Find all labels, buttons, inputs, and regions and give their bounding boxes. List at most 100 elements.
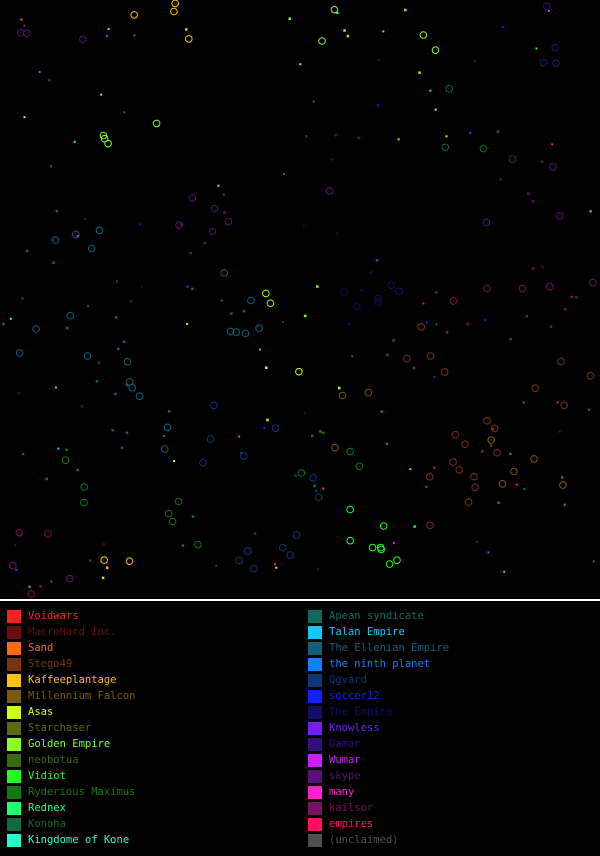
planet-marker <box>51 236 60 244</box>
planet-marker <box>393 556 401 565</box>
planet-marker <box>255 324 263 333</box>
planet-marker <box>66 311 74 320</box>
star-marker <box>45 477 48 481</box>
planet-marker <box>170 7 178 16</box>
star-marker <box>130 300 133 303</box>
planet-marker <box>271 424 280 433</box>
legend-swatch <box>7 769 21 783</box>
star-marker <box>501 25 504 28</box>
star-marker <box>203 241 206 245</box>
star-marker <box>57 447 60 450</box>
star-marker <box>527 192 530 195</box>
legend-swatch <box>308 785 322 799</box>
star-marker <box>139 223 142 226</box>
star-marker <box>87 305 90 308</box>
star-marker <box>115 280 118 283</box>
star-marker <box>111 428 114 432</box>
star-marker <box>14 544 17 547</box>
planet-marker <box>314 493 323 502</box>
planet-marker <box>232 328 241 336</box>
star-marker <box>23 24 26 27</box>
planet-marker <box>586 371 595 380</box>
star-marker <box>541 265 544 268</box>
star-marker <box>302 224 305 227</box>
legend-swatch <box>7 705 21 719</box>
star-marker <box>305 135 308 138</box>
star-marker <box>476 541 479 544</box>
planet-marker <box>353 302 361 311</box>
planet-marker <box>128 384 136 392</box>
star-marker <box>223 211 226 214</box>
star-marker <box>322 431 325 435</box>
star-marker <box>180 223 184 226</box>
star-marker <box>283 173 285 176</box>
legend-swatch <box>7 737 21 751</box>
planet-marker <box>262 289 270 298</box>
legend-swatch <box>308 833 322 847</box>
planet-marker <box>464 498 473 506</box>
planet-marker <box>72 230 80 239</box>
planet-marker <box>61 456 70 465</box>
planet-marker <box>557 357 565 366</box>
star-marker <box>186 285 189 288</box>
star-marker <box>445 135 448 138</box>
star-marker <box>314 489 318 493</box>
planet-marker <box>340 288 349 296</box>
planet-marker <box>247 296 255 305</box>
legend-label: soccer12 <box>329 690 380 702</box>
planet-marker <box>224 217 233 226</box>
star-marker <box>382 410 385 413</box>
star-marker <box>114 392 117 396</box>
star-marker <box>17 392 20 395</box>
planet-marker <box>15 349 24 357</box>
star-marker <box>434 108 437 111</box>
star-marker <box>575 296 578 299</box>
planet-marker <box>387 281 395 290</box>
star-marker <box>95 380 99 383</box>
star-marker <box>547 10 550 12</box>
star-marker <box>392 339 395 342</box>
planet-marker <box>560 401 568 410</box>
planet-marker <box>441 143 450 152</box>
planet-marker <box>552 59 560 68</box>
planet-marker <box>100 134 109 143</box>
star-marker <box>15 568 18 571</box>
planet-marker <box>479 144 488 153</box>
star-marker <box>549 325 553 328</box>
planet-marker <box>266 299 275 308</box>
star-marker <box>496 130 500 133</box>
star-marker <box>163 435 166 437</box>
star-marker <box>380 410 383 413</box>
star-marker <box>385 442 389 446</box>
star-marker <box>331 158 334 161</box>
planet-marker <box>376 543 385 552</box>
legend-swatch <box>7 753 21 767</box>
legend-label: Talan Empire <box>329 626 405 638</box>
planet-marker <box>426 352 435 360</box>
planet-marker <box>374 294 383 303</box>
star-marker <box>101 576 105 580</box>
star-marker <box>522 401 525 404</box>
legend-swatch <box>308 657 322 671</box>
star-marker <box>503 570 506 573</box>
planet-marker <box>168 517 177 526</box>
star-marker <box>275 566 278 569</box>
planet-marker <box>449 297 458 305</box>
legend-column-left: Voidwars MacroHard Inc. Sand Stego49 Kaf… <box>7 608 135 848</box>
planet-marker <box>23 29 31 38</box>
planet-marker <box>100 556 108 564</box>
planet-marker <box>385 560 394 568</box>
legend-label: Stego49 <box>28 658 73 670</box>
star-marker <box>497 501 500 504</box>
planet-marker <box>395 287 404 296</box>
star-marker <box>186 322 189 325</box>
planet-marker <box>431 46 440 55</box>
planet-marker <box>95 226 104 235</box>
legend-column-right: Apean syndicate Talan Empire The Ellenia… <box>308 608 449 848</box>
legend-swatch <box>7 673 21 687</box>
star-marker <box>2 322 5 326</box>
planet-marker <box>470 472 478 481</box>
star-marker <box>48 78 51 82</box>
legend-item: Talan Empire <box>308 624 449 640</box>
star-marker <box>316 568 319 571</box>
